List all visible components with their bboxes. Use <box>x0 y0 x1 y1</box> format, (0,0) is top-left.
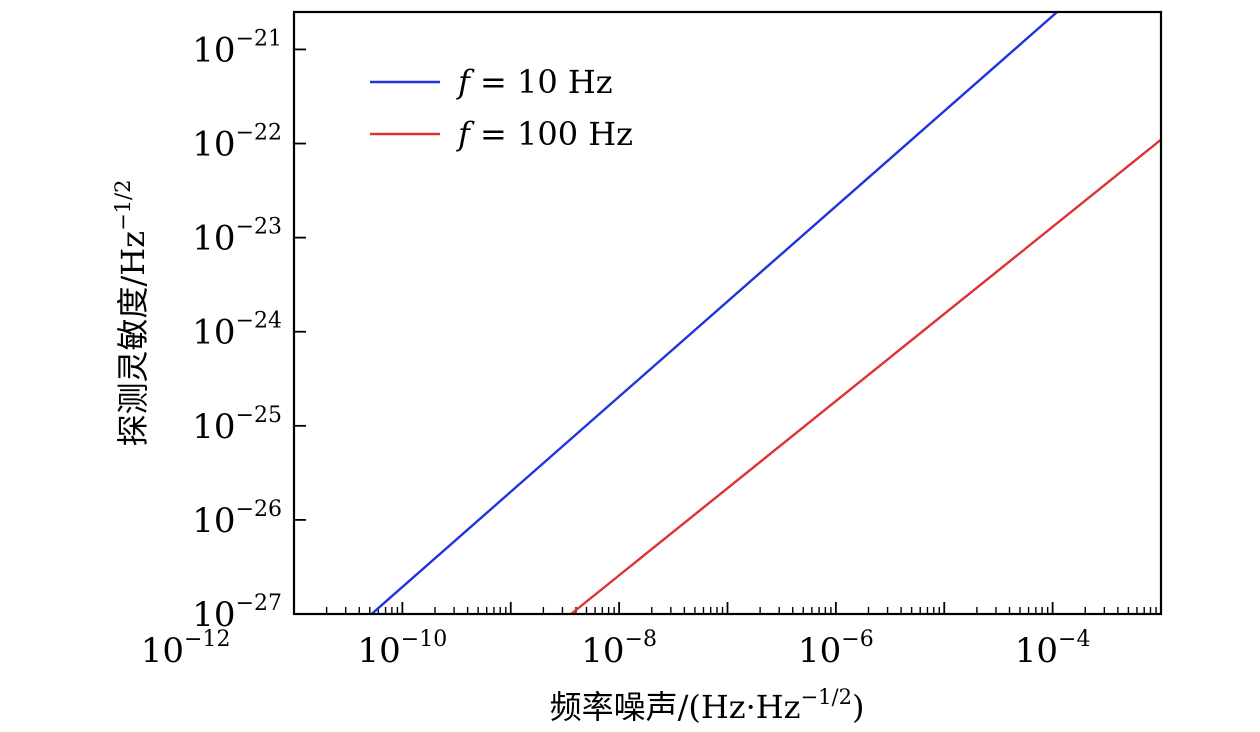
x-axis-title-sup: −1/2 <box>801 685 852 709</box>
series-line-f100hz <box>570 138 1161 614</box>
y-tick-label: 10−21 <box>192 26 282 70</box>
plot-frame <box>292 10 1163 616</box>
x-tick-label: 10−4 <box>1015 627 1091 671</box>
x-axis-title: 频率噪声/(Hz·Hz−1/2) <box>550 685 865 726</box>
x-tick-label: 10−12 <box>141 627 231 671</box>
y-tick-label: 10−23 <box>192 215 282 259</box>
y-axis-title-main: 探测灵敏度/Hz <box>114 231 152 447</box>
x-axis-title-end: ) <box>852 688 864 726</box>
series-line-f10hz <box>370 12 1058 614</box>
x-tick-label: 10−8 <box>581 627 657 671</box>
x-axis-title-main: 频率噪声/(Hz·Hz <box>550 688 801 726</box>
x-tick-labels: 10−12 10−10 10−8 10−6 10−4 <box>141 627 1091 671</box>
y-tick-label: 10−22 <box>192 121 282 165</box>
legend-label: f = 10 Hz <box>456 63 613 101</box>
y-tick-label: 10−24 <box>192 309 282 353</box>
x-tick-label: 10−6 <box>798 627 874 671</box>
x-tick-label: 10−10 <box>358 627 448 671</box>
y-axis-title-sup: −1/2 <box>111 180 135 231</box>
series-lines <box>370 12 1161 614</box>
y-tick-label: 10−25 <box>192 403 282 447</box>
legend-label: f = 100 Hz <box>456 115 633 153</box>
y-tick-labels: 10−27 10−26 10−25 10−24 10−23 10−22 10−21 <box>192 26 282 635</box>
axis-ticks <box>293 48 1162 615</box>
y-axis-title: 探测灵敏度/Hz−1/2 <box>111 180 152 447</box>
y-tick-label: 10−26 <box>192 497 282 541</box>
y-tick-label: 10−27 <box>192 591 282 635</box>
legend: f = 10 Hz f = 100 Hz <box>370 63 633 153</box>
